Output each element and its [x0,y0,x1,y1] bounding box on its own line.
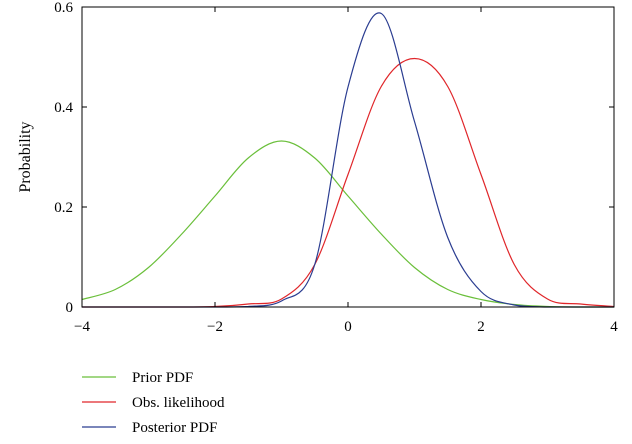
series-line-prior-pdf [81,140,614,308]
x-tick-label: −2 [207,319,223,335]
y-tick-label: 0.2 [54,200,73,216]
series-curves [81,12,615,308]
legend-label-posterior-pdf: Posterior PDF [132,420,217,436]
y-axis-label: Probability [17,121,34,192]
x-tick-label: 4 [610,319,618,335]
x-tick-label: 0 [344,319,352,335]
y-tick-label: 0.6 [54,0,73,16]
axis-ticks: −4 −2 0 2 4 0 0.2 0.4 0.6 [54,0,618,335]
legend: Prior PDF Obs. likelihood Posterior PDF [82,370,225,436]
x-tick-label: −4 [74,319,90,335]
series-line-obs-likelihood [81,57,615,308]
x-tick-label: 2 [477,319,485,335]
legend-label-prior-pdf: Prior PDF [132,370,193,386]
y-tick-label: 0.4 [54,100,73,116]
series-line-posterior-pdf [81,12,614,308]
legend-label-obs-likelihood: Obs. likelihood [132,395,225,411]
plot-frame [81,6,615,308]
y-tick-label: 0 [66,300,74,316]
